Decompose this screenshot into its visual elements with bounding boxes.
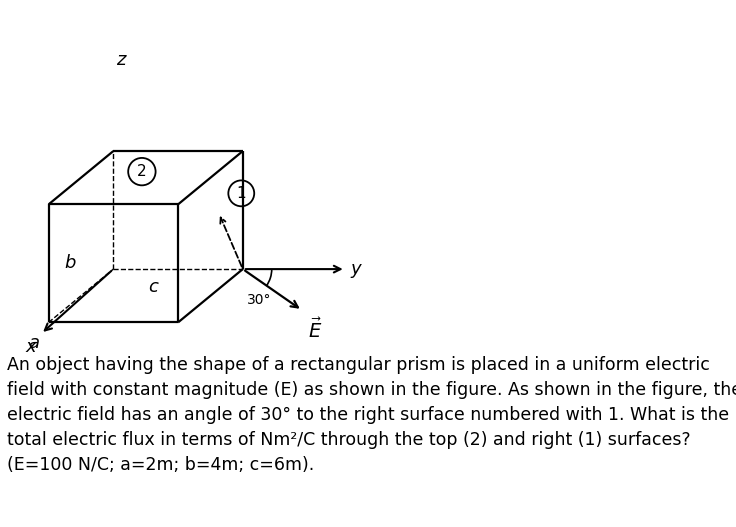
Text: $\vec{E}$: $\vec{E}$: [308, 318, 322, 342]
Text: c: c: [149, 278, 158, 296]
Text: 1: 1: [236, 186, 246, 201]
Text: total electric flux in terms of Nm²/C through the top (2) and right (1) surfaces: total electric flux in terms of Nm²/C th…: [7, 431, 691, 450]
Text: (E=100 N/C; a=2m; b=4m; c=6m).: (E=100 N/C; a=2m; b=4m; c=6m).: [7, 456, 315, 474]
Text: x: x: [26, 338, 36, 356]
Text: z: z: [116, 51, 126, 69]
Text: y: y: [350, 260, 361, 278]
Text: b: b: [64, 255, 76, 272]
Text: a: a: [29, 334, 40, 352]
Text: An object having the shape of a rectangular prism is placed in a uniform electri: An object having the shape of a rectangu…: [7, 356, 710, 374]
Text: 30°: 30°: [247, 294, 271, 307]
Text: field with constant magnitude (E) as shown in the figure. As shown in the figure: field with constant magnitude (E) as sho…: [7, 381, 736, 399]
Text: electric field has an angle of 30° to the right surface numbered with 1. What is: electric field has an angle of 30° to th…: [7, 406, 729, 424]
Text: 2: 2: [137, 164, 146, 179]
